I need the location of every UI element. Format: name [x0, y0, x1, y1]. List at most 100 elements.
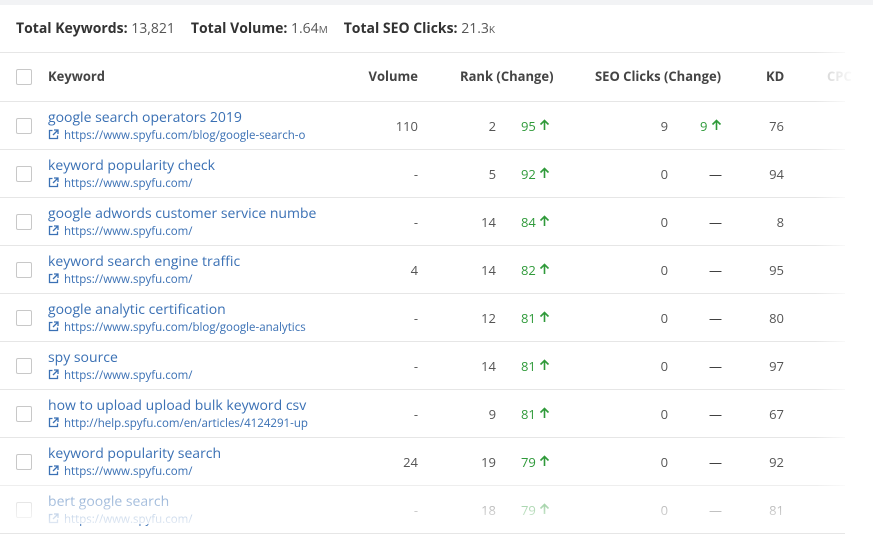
url-text: https://www.spyfu.com/blog/google-analyt…: [64, 320, 306, 335]
rank-change: 81: [521, 405, 550, 423]
keyword-link[interactable]: how to upload upload bulk keyword csv: [48, 396, 307, 415]
keyword-link[interactable]: keyword popularity check: [48, 156, 215, 175]
row-checkbox[interactable]: [16, 406, 32, 422]
rank-change: 82: [521, 261, 550, 279]
divider: [0, 197, 845, 198]
rank-change: 81: [521, 309, 550, 327]
divider: [0, 293, 845, 294]
keyword-link[interactable]: google search operators 2019: [48, 108, 242, 127]
keyword-link[interactable]: google analytic certification: [48, 300, 226, 319]
keyword-link[interactable]: spy source: [48, 348, 118, 367]
rank: 14: [481, 213, 496, 231]
summary-item: Total Volume: 1.64M: [191, 19, 328, 38]
seo-clicks: 0: [660, 261, 668, 279]
rank: 19: [481, 453, 496, 471]
rank: 5: [488, 165, 496, 183]
keyword-link[interactable]: keyword search engine traffic: [48, 252, 241, 271]
kd: 67: [769, 405, 784, 423]
divider: [0, 437, 845, 438]
clicks-change: —: [709, 309, 722, 327]
volume: 24: [403, 453, 418, 471]
row-checkbox[interactable]: [16, 118, 32, 134]
clicks-change: —: [709, 453, 722, 471]
clicks-change-value: —: [709, 357, 722, 375]
rank-change: 81: [521, 357, 550, 375]
url-link[interactable]: https://www.spyfu.com/blog/google-search…: [48, 128, 320, 143]
column-header: KD: [766, 67, 785, 85]
column-header: Keyword: [48, 67, 106, 85]
seo-clicks: 0: [660, 357, 668, 375]
fade: [0, 478, 873, 524]
keyword-link[interactable]: keyword popularity search: [48, 444, 222, 463]
url-text: https://www.spyfu.com/: [64, 176, 193, 191]
rank-change: 92: [521, 165, 550, 183]
rank: 9: [488, 405, 496, 423]
url-link[interactable]: http://help.spyfu.com/en/articles/412429…: [48, 416, 320, 431]
url-link[interactable]: https://www.spyfu.com/: [48, 368, 320, 383]
seo-clicks: 0: [660, 213, 668, 231]
url-text: https://www.spyfu.com/: [64, 224, 193, 239]
divider: [0, 341, 845, 342]
volume: -: [413, 357, 418, 375]
row-checkbox[interactable]: [16, 262, 32, 278]
clicks-change: —: [709, 261, 722, 279]
rank: 2: [488, 117, 496, 135]
clicks-change: 9: [700, 117, 722, 135]
url-link[interactable]: https://www.spyfu.com/: [48, 224, 320, 239]
clicks-change-value: —: [709, 213, 722, 231]
url-link[interactable]: https://www.spyfu.com/: [48, 272, 320, 287]
url-link[interactable]: https://www.spyfu.com/blog/google-analyt…: [48, 320, 320, 335]
clicks-change-value: —: [709, 165, 722, 183]
rank-change: 79: [521, 453, 550, 471]
clicks-change-value: —: [709, 261, 722, 279]
url-link[interactable]: https://www.spyfu.com/: [48, 176, 320, 191]
row-checkbox[interactable]: [16, 358, 32, 374]
fade: [815, 52, 873, 524]
summary-item: Total Keywords: 13,821: [16, 19, 175, 38]
clicks-change-value: —: [709, 309, 722, 327]
rank-change-value: 81: [521, 357, 536, 375]
rank-change-value: 84: [521, 213, 536, 231]
volume: -: [413, 405, 418, 423]
summary-label: Total SEO Clicks:: [343, 19, 458, 38]
row-checkbox[interactable]: [16, 454, 32, 470]
divider: [0, 101, 845, 102]
url-text: https://www.spyfu.com/: [64, 464, 193, 479]
kd: 80: [769, 309, 784, 327]
select-all-checkbox[interactable]: [16, 69, 32, 85]
column-header: SEO Clicks (Change): [595, 67, 722, 85]
volume: -: [413, 213, 418, 231]
rank: 14: [481, 357, 496, 375]
seo-clicks: 9: [660, 117, 668, 135]
rank-change-value: 95: [521, 117, 536, 135]
divider: [0, 245, 845, 246]
rank-change-value: 81: [521, 405, 536, 423]
summary-value: 13,821: [131, 19, 175, 38]
url-text: https://www.spyfu.com/: [64, 272, 193, 287]
row-checkbox[interactable]: [16, 166, 32, 182]
clicks-change: —: [709, 165, 722, 183]
volume: -: [413, 309, 418, 327]
rank-change: 84: [521, 213, 550, 231]
summary-unit: M: [318, 22, 328, 36]
summary-label: Total Volume:: [190, 19, 288, 38]
kd: 8: [776, 213, 784, 231]
url-text: http://help.spyfu.com/en/articles/412429…: [64, 416, 308, 431]
keyword-link[interactable]: google adwords customer service numbe: [48, 204, 317, 223]
top-bar: [0, 0, 873, 5]
row-checkbox[interactable]: [16, 214, 32, 230]
summary-unit: K: [488, 22, 496, 36]
volume: 4: [410, 261, 418, 279]
url-text: https://www.spyfu.com/blog/google-search…: [64, 128, 306, 143]
seo-clicks: 0: [660, 453, 668, 471]
clicks-change-value: —: [709, 453, 722, 471]
row-checkbox[interactable]: [16, 310, 32, 326]
clicks-change-value: —: [709, 405, 722, 423]
rank-change: 95: [521, 117, 550, 135]
summary: Total Keywords: 13,821 Total Volume: 1.64…: [16, 19, 511, 38]
url-text: https://www.spyfu.com/: [64, 368, 193, 383]
kd: 94: [769, 165, 784, 183]
volume: 110: [395, 117, 418, 135]
url-link[interactable]: https://www.spyfu.com/: [48, 464, 320, 479]
column-header: Volume: [368, 67, 418, 85]
